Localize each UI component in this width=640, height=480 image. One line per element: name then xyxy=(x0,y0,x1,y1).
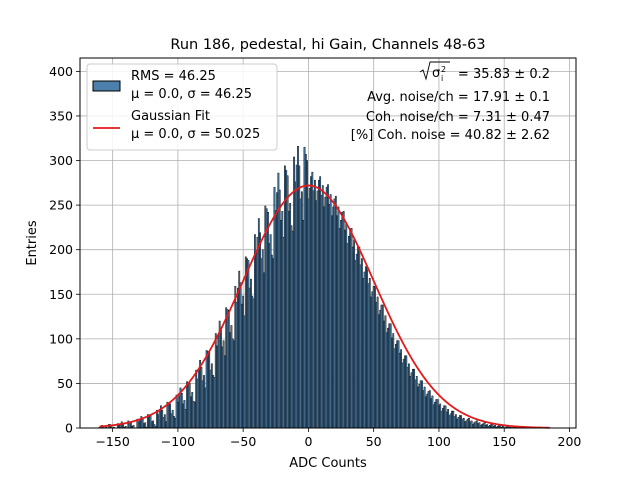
x-tick-label: 50 xyxy=(366,434,382,449)
legend: RMS = 46.25 μ = 0.0, σ = 46.25 Gaussian … xyxy=(86,63,278,151)
annotation-variance: σ 2 i = 35.83 ± 0.2 xyxy=(419,61,550,83)
plot-frame xyxy=(79,57,577,429)
x-tick-label: −150 xyxy=(95,434,129,449)
x-tick-label: 150 xyxy=(492,434,516,449)
annotation-coh-noise: Coh. noise/ch = 7.31 ± 0.47 xyxy=(366,110,550,125)
y-tick-label: 400 xyxy=(49,64,73,79)
sqrt-sign xyxy=(419,61,450,81)
annotation-variance-value: = 35.83 ± 0.2 xyxy=(458,67,550,82)
annotation-sigma-sup: 2 xyxy=(441,65,446,74)
y-tick-label: 250 xyxy=(49,198,73,213)
x-tick-label: 100 xyxy=(427,434,451,449)
y-tick-label: 300 xyxy=(49,153,73,168)
y-axis-label: Entries xyxy=(25,220,40,266)
legend-histogram-stats: μ = 0.0, σ = 46.25 xyxy=(131,87,252,102)
annotation-avg-noise: Avg. noise/ch = 17.91 ± 0.1 xyxy=(367,90,550,105)
y-tick-label: 0 xyxy=(65,421,73,436)
x-axis-label: ADC Counts xyxy=(289,456,367,471)
legend-fit-label: Gaussian Fit xyxy=(131,109,210,124)
y-tick-label: 100 xyxy=(49,331,73,346)
x-tick-label: 0 xyxy=(304,434,312,449)
legend-histogram-swatch xyxy=(92,80,121,92)
x-tick-label: −50 xyxy=(230,434,256,449)
legend-box xyxy=(86,63,278,151)
legend-fit-stats: μ = 0.0, σ = 50.025 xyxy=(131,127,260,142)
x-tick-label: 200 xyxy=(558,434,582,449)
axis-ticks: −150 −100 −50 0 50 100 150 200 0 50 100 150 200 250 30… xyxy=(49,64,581,449)
legend-histogram-label: RMS = 46.25 xyxy=(131,69,216,84)
y-tick-label: 50 xyxy=(57,376,73,391)
gaussian-fit-curve xyxy=(99,184,550,429)
y-tick-label: 150 xyxy=(49,287,73,302)
annotation-sigma-sub: i xyxy=(441,74,443,83)
gaussian-fit xyxy=(99,184,550,429)
annotation-coh-noise-percent: [%] Coh. noise = 40.82 ± 2.62 xyxy=(351,128,550,143)
annotation-sigma: σ xyxy=(432,66,440,81)
y-tick-label: 350 xyxy=(49,108,73,123)
chart-title: Run 186, pedestal, hi Gain, Channels 48-… xyxy=(170,37,485,53)
annotations: σ 2 i = 35.83 ± 0.2 Avg. noise/ch = 17.9… xyxy=(351,61,550,143)
y-tick-label: 200 xyxy=(49,242,73,257)
x-tick-label: −100 xyxy=(161,434,195,449)
